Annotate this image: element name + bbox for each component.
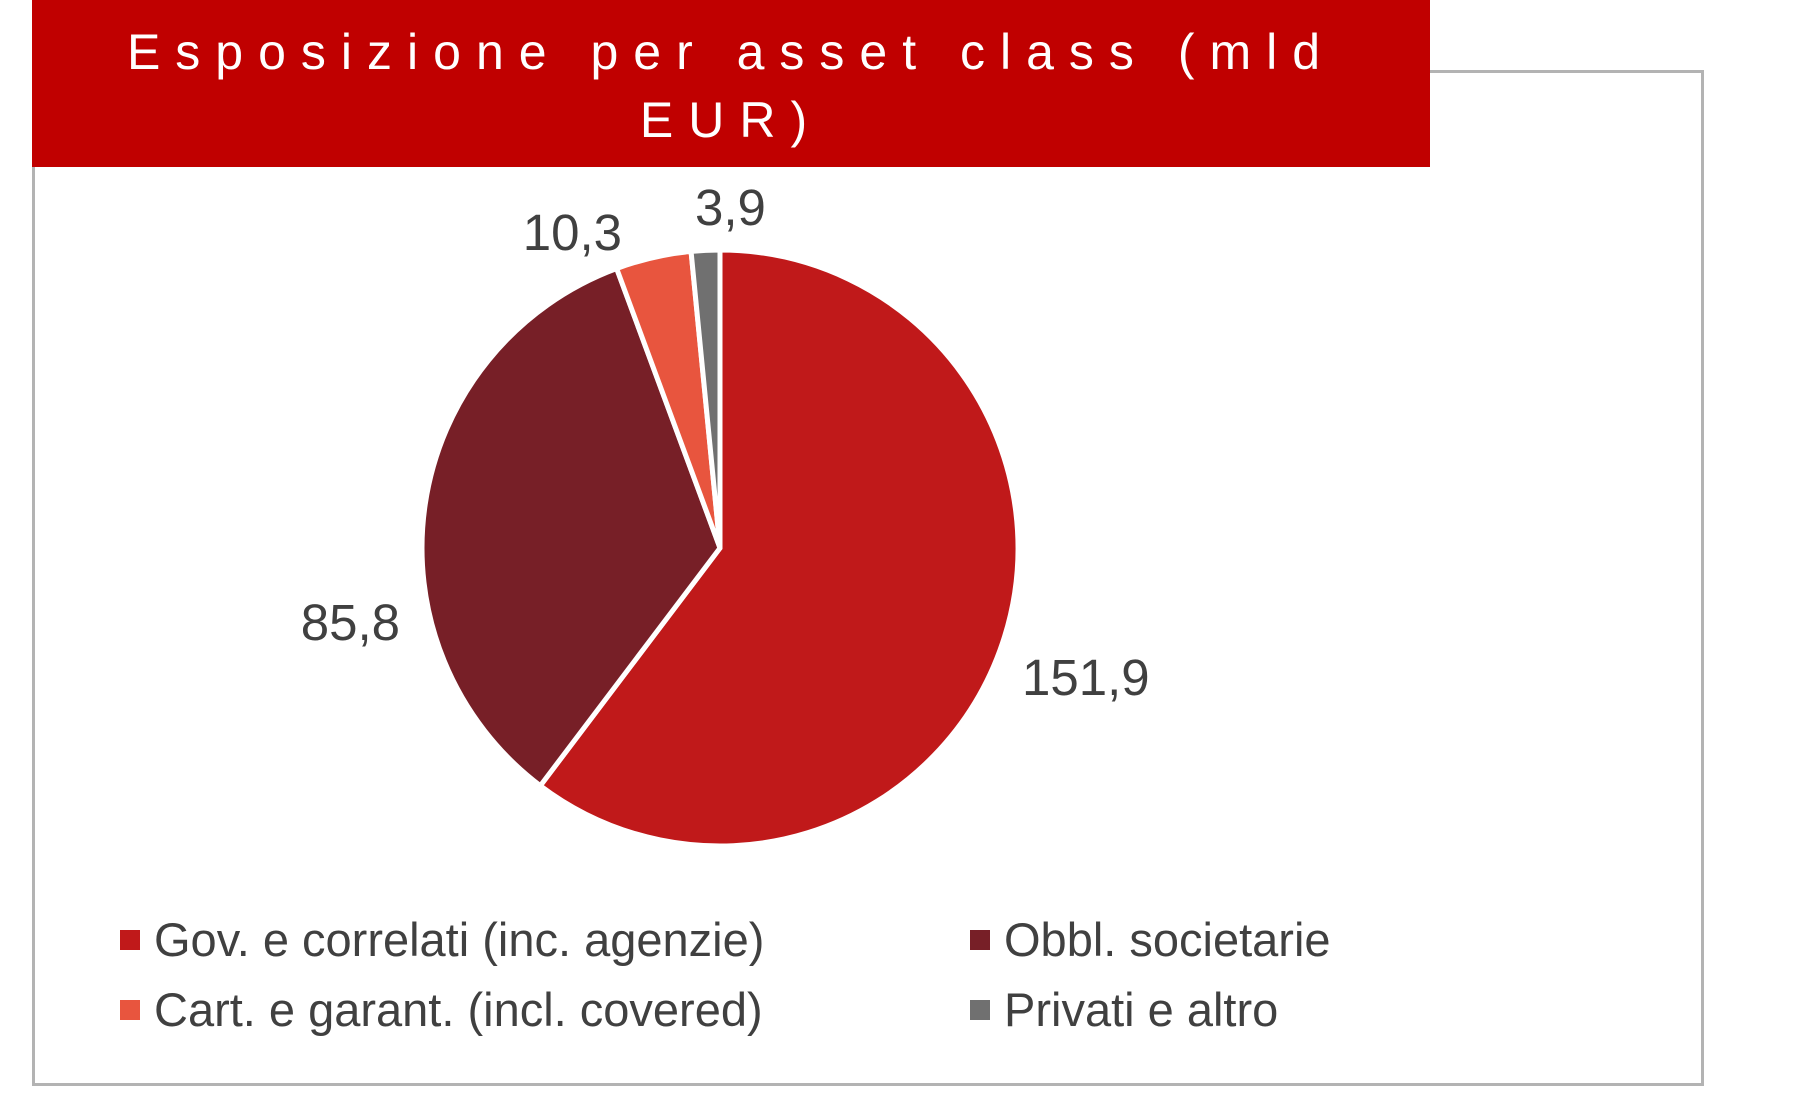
legend-label-gov: Gov. e correlati (inc. agenzie)	[154, 913, 765, 966]
legend-label-private: Privati e altro	[1004, 983, 1279, 1036]
legend-item-gov: Gov. e correlati (inc. agenzie)	[120, 912, 764, 967]
data-label-gov: 151,9	[1022, 649, 1150, 706]
pie-slice-private	[688, 247, 723, 551]
legend-swatch-covered	[120, 999, 140, 1020]
legend-item-private: Privati e altro	[970, 982, 1278, 1037]
pie-slice-corporate	[419, 265, 723, 789]
legend-label-corporate: Obbl. societarie	[1004, 913, 1331, 966]
chart-title: Esposizione per asset class (mld EUR)	[32, 0, 1430, 167]
legend-item-corporate: Obbl. societarie	[970, 912, 1331, 967]
data-label-covered: 10,3	[523, 204, 622, 261]
pie-slice-gov	[537, 247, 1021, 849]
legend-item-covered: Cart. e garant. (incl. covered)	[120, 982, 763, 1037]
legend-swatch-corporate	[970, 929, 990, 950]
data-label-corporate: 85,8	[301, 594, 400, 651]
data-label-private: 3,9	[695, 179, 766, 236]
legend-swatch-private	[970, 999, 990, 1020]
legend-swatch-gov	[120, 929, 140, 950]
legend-label-covered: Cart. e garant. (incl. covered)	[154, 983, 763, 1036]
